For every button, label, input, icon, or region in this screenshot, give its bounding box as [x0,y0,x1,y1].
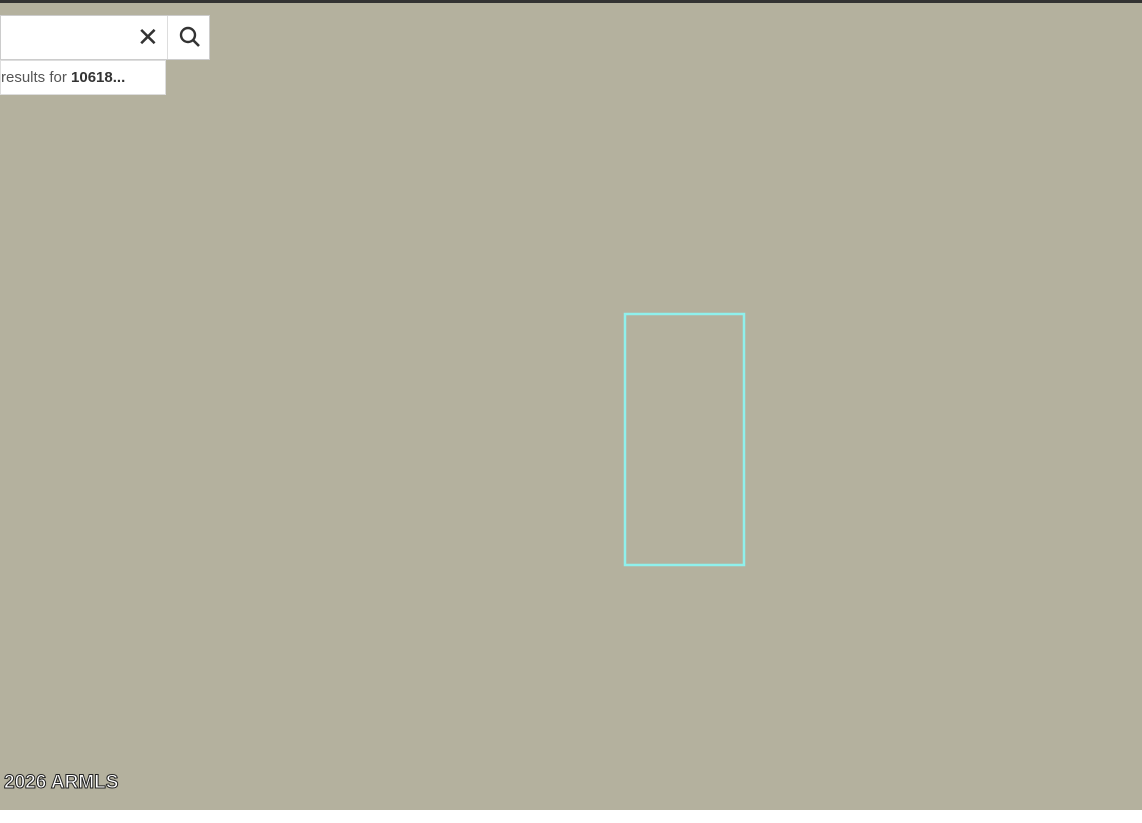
search-button[interactable] [167,16,212,59]
search-box[interactable]: ✕ [0,15,210,60]
clear-button[interactable]: ✕ [137,22,159,52]
copyright: 2026 ARMLS [3,772,119,794]
search-icon [179,26,200,47]
top-bar [0,0,1142,3]
results-query: 10618... [71,69,126,86]
results-prefix: results for [1,69,67,86]
search-results[interactable]: results for 10618... [0,60,166,95]
selected-parcel[interactable] [623,312,746,567]
